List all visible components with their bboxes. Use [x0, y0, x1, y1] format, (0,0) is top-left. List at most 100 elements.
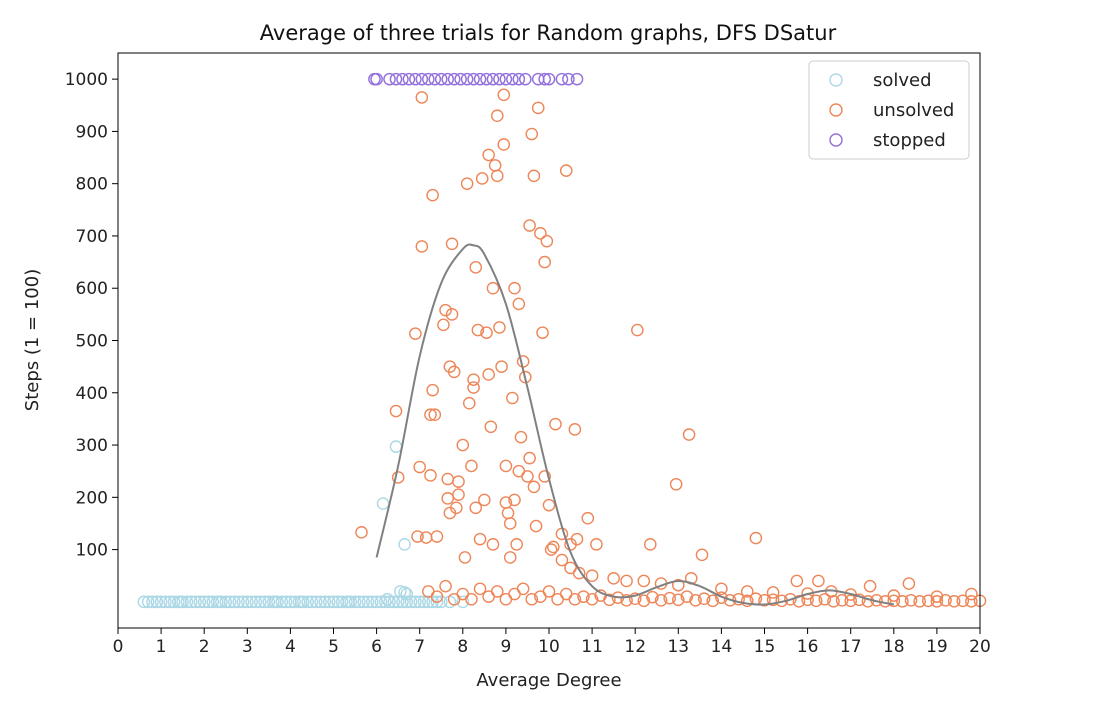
point-unsolved [475, 172, 489, 185]
point-stopped [441, 72, 455, 86]
point-solved [348, 595, 362, 609]
point-stopped [562, 72, 575, 86]
point-unsolved [450, 501, 463, 515]
point-unsolved [413, 460, 427, 474]
y-tick-label: 400 [76, 384, 108, 404]
point-unsolved [749, 531, 763, 545]
point-unsolved [585, 569, 599, 583]
point-solved [269, 595, 282, 609]
point-unsolved [441, 472, 455, 486]
point-solved [167, 595, 181, 609]
point-unsolved [516, 582, 530, 596]
point-solved [262, 595, 276, 609]
point-stopped [542, 72, 556, 86]
point-unsolved [462, 396, 476, 410]
point-unsolved [672, 578, 685, 592]
x-tick-label: 12 [624, 637, 646, 657]
point-unsolved [452, 488, 465, 502]
point-unsolved [706, 594, 720, 608]
point-stopped [486, 72, 500, 86]
point-unsolved [956, 594, 970, 608]
point-solved [193, 595, 207, 609]
point-unsolved [581, 511, 595, 525]
point-solved [374, 595, 388, 609]
point-unsolved [863, 579, 877, 593]
legend-box [808, 60, 970, 160]
x-tick-label: 8 [457, 637, 468, 657]
point-unsolved [540, 234, 554, 248]
point-unsolved [695, 548, 709, 562]
point-solved [383, 595, 396, 609]
point-unsolved [445, 237, 459, 251]
point-unsolved [527, 480, 541, 494]
point-unsolved [818, 592, 832, 606]
point-unsolved [508, 281, 521, 295]
x-tick-label: 0 [113, 637, 124, 657]
point-unsolved [544, 543, 558, 556]
x-tick-label: 6 [371, 637, 382, 657]
point-solved [387, 595, 401, 609]
point-unsolved [508, 587, 521, 601]
point-unsolved [809, 594, 823, 608]
point-solved [417, 595, 431, 609]
point-unsolved [758, 594, 771, 607]
point-solved [249, 595, 263, 609]
point-unsolved [523, 451, 536, 465]
point-unsolved [853, 593, 866, 607]
x-tick-label: 4 [285, 637, 296, 657]
point-unsolved [559, 164, 573, 177]
point-stopped [447, 72, 461, 86]
y-tick-label: 500 [76, 332, 108, 352]
point-unsolved [527, 169, 541, 183]
point-unsolved [525, 592, 539, 606]
point-stopped [518, 72, 532, 86]
point-solved [430, 595, 444, 609]
series-stopped [368, 72, 584, 86]
point-unsolved [654, 594, 668, 607]
point-unsolved [469, 261, 483, 274]
point-unsolved [564, 561, 577, 575]
point-unsolved [460, 177, 474, 190]
point-unsolved [484, 420, 498, 434]
point-unsolved [469, 501, 483, 515]
point-stopped [460, 72, 474, 86]
point-unsolved [439, 303, 452, 317]
point-unsolved [482, 590, 495, 603]
x-axis: 0 1 2 3 4 5 6 7 8 9 10 11 12 13 14 15 16 17 18 19 20 [113, 628, 991, 657]
point-stopped [422, 72, 435, 86]
point-unsolved [409, 327, 422, 341]
point-unsolved [465, 459, 478, 473]
point-solved [309, 595, 323, 609]
point-solved [197, 595, 211, 609]
point-unsolved [559, 587, 573, 601]
point-unsolved [503, 551, 517, 564]
point-solved [240, 595, 254, 609]
point-unsolved [419, 531, 433, 544]
x-tick-label: 9 [500, 637, 511, 657]
point-unsolved [902, 577, 916, 590]
series-solved [137, 440, 470, 609]
point-unsolved [422, 585, 435, 598]
point-unsolved [631, 323, 644, 337]
point-unsolved [428, 408, 442, 422]
point-unsolved [508, 493, 521, 507]
point-unsolved [499, 459, 513, 473]
point-unsolved [445, 308, 459, 321]
point-unsolved [646, 590, 659, 604]
point-stopped [396, 72, 409, 86]
point-unsolved [590, 538, 603, 551]
y-tick-label: 100 [76, 541, 108, 561]
point-solved [327, 595, 340, 609]
point-stopped [383, 72, 396, 86]
point-unsolved [672, 593, 685, 607]
point-unsolved [452, 475, 465, 488]
point-solved [154, 595, 168, 609]
point-unsolved [531, 101, 545, 115]
x-tick-label: 13 [667, 637, 689, 657]
point-solved [404, 595, 418, 609]
legend-label-solved: solved [873, 70, 932, 91]
point-unsolved [570, 532, 584, 546]
fit-curve [375, 243, 894, 606]
point-unsolved [766, 593, 780, 607]
